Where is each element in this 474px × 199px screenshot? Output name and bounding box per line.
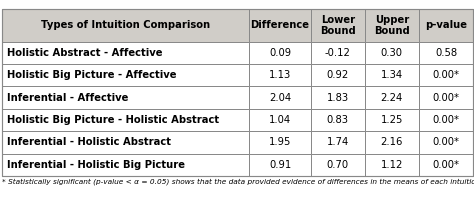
Bar — [365, 9, 419, 42]
Text: 0.00*: 0.00* — [432, 70, 459, 80]
Text: 0.00*: 0.00* — [432, 115, 459, 125]
Bar — [249, 131, 310, 154]
Bar — [249, 64, 310, 86]
Text: 1.74: 1.74 — [327, 138, 349, 147]
Text: 1.83: 1.83 — [327, 93, 349, 103]
Bar — [249, 154, 310, 176]
Text: Holistic Big Picture - Affective: Holistic Big Picture - Affective — [7, 70, 177, 80]
Bar — [2, 109, 249, 131]
Bar — [365, 154, 419, 176]
Bar — [419, 154, 473, 176]
Text: 0.00*: 0.00* — [432, 160, 459, 170]
Text: 0.83: 0.83 — [327, 115, 349, 125]
Text: Lower
Bound: Lower Bound — [320, 15, 356, 36]
Text: 0.00*: 0.00* — [432, 93, 459, 103]
Text: 0.91: 0.91 — [269, 160, 291, 170]
Bar — [419, 131, 473, 154]
Bar — [2, 9, 473, 176]
Bar — [365, 64, 419, 86]
Text: 2.04: 2.04 — [269, 93, 291, 103]
Bar — [419, 86, 473, 109]
Bar — [310, 42, 365, 64]
Text: Inferential - Holistic Big Picture: Inferential - Holistic Big Picture — [7, 160, 185, 170]
Bar — [310, 154, 365, 176]
Bar — [2, 131, 249, 154]
Bar — [2, 64, 249, 86]
Text: Inferential - Affective: Inferential - Affective — [7, 93, 128, 103]
Text: Difference: Difference — [251, 20, 310, 30]
Text: 1.25: 1.25 — [381, 115, 403, 125]
Text: 0.58: 0.58 — [435, 48, 457, 58]
Text: 0.00*: 0.00* — [432, 138, 459, 147]
Text: Types of Intuition Comparison: Types of Intuition Comparison — [41, 20, 210, 30]
Text: Inferential - Holistic Abstract: Inferential - Holistic Abstract — [7, 138, 171, 147]
Bar — [249, 109, 310, 131]
Text: 1.04: 1.04 — [269, 115, 291, 125]
Text: 0.92: 0.92 — [327, 70, 349, 80]
Bar — [310, 9, 365, 42]
Text: 2.16: 2.16 — [381, 138, 403, 147]
Bar — [310, 131, 365, 154]
Bar — [249, 42, 310, 64]
Bar — [419, 42, 473, 64]
Text: p-value: p-value — [425, 20, 467, 30]
Bar — [2, 9, 249, 42]
Bar — [249, 86, 310, 109]
Text: 1.95: 1.95 — [269, 138, 291, 147]
Text: 1.34: 1.34 — [381, 70, 403, 80]
Text: 2.24: 2.24 — [381, 93, 403, 103]
Text: -0.12: -0.12 — [325, 48, 351, 58]
Bar — [419, 109, 473, 131]
Text: 1.13: 1.13 — [269, 70, 291, 80]
Bar — [2, 154, 249, 176]
Bar — [419, 9, 473, 42]
Bar — [249, 9, 310, 42]
Text: 1.12: 1.12 — [381, 160, 403, 170]
Bar — [365, 42, 419, 64]
Bar — [2, 42, 249, 64]
Bar — [2, 86, 249, 109]
Bar — [419, 64, 473, 86]
Bar — [310, 64, 365, 86]
Text: 0.09: 0.09 — [269, 48, 291, 58]
Text: 0.70: 0.70 — [327, 160, 349, 170]
Bar — [310, 109, 365, 131]
Text: Upper
Bound: Upper Bound — [374, 15, 410, 36]
Text: Holistic Abstract - Affective: Holistic Abstract - Affective — [7, 48, 163, 58]
Bar — [365, 109, 419, 131]
Bar — [310, 86, 365, 109]
Text: 0.30: 0.30 — [381, 48, 403, 58]
Text: * Statistically significant (p-value < α = 0.05) shows that the data provided ev: * Statistically significant (p-value < α… — [2, 178, 474, 185]
Bar — [365, 86, 419, 109]
Text: Holistic Big Picture - Holistic Abstract: Holistic Big Picture - Holistic Abstract — [7, 115, 219, 125]
Bar — [365, 131, 419, 154]
